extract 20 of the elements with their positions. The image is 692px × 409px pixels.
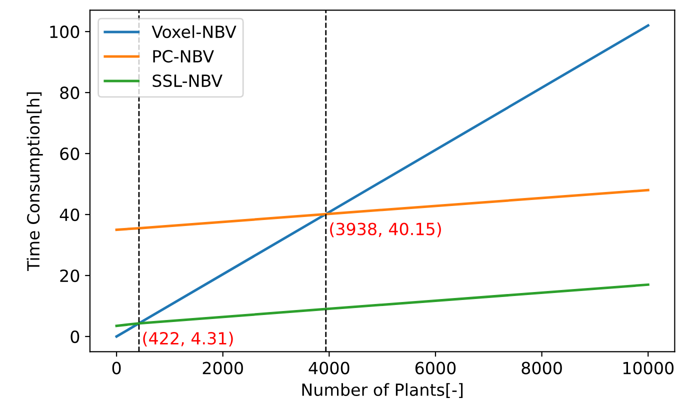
x-tick-label: 0 — [112, 362, 121, 374]
y-tick-label: 100 — [50, 26, 80, 38]
x-tick-label: 10000 — [623, 362, 674, 374]
y-tick-label: 80 — [60, 86, 80, 100]
y-tick-label: 0 — [70, 330, 80, 344]
annotation: (3938, 40.15) — [330, 222, 441, 238]
legend-label: Voxel-NBV — [152, 25, 236, 38]
legend-label: PC-NBV — [153, 50, 214, 63]
x-tick-label: 6000 — [415, 362, 456, 374]
y-tick-label: 20 — [60, 269, 80, 282]
y-tick-label: 40 — [60, 208, 80, 222]
annotation: (422, 4.31) — [143, 332, 233, 347]
legend-label: SSL-NBV — [152, 74, 222, 88]
y-tick-label: 60 — [60, 148, 80, 160]
x-tick-label: 2000 — [202, 362, 243, 374]
x-tick-label: 8000 — [522, 362, 562, 374]
line-series — [115, 283, 650, 328]
x-tick-label: 4000 — [308, 362, 350, 374]
y-axis-title: Time Consumption[h] — [26, 92, 43, 272]
x-axis-title: Number of Plants[-] — [302, 383, 463, 398]
